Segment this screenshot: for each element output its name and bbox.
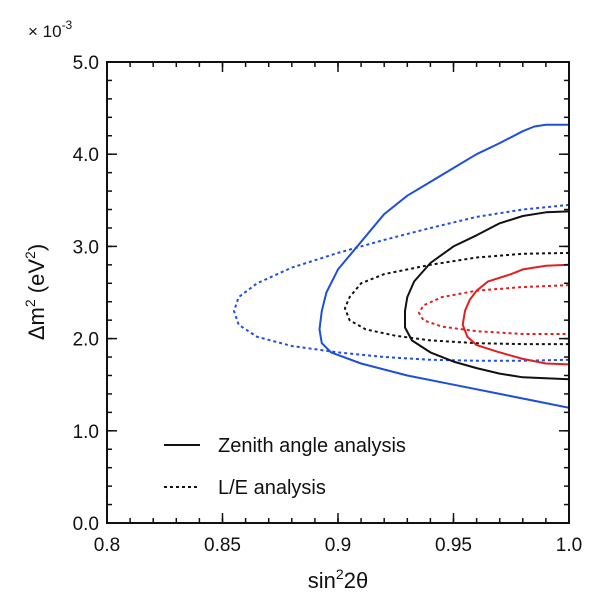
- y-tick-label: 4.0: [73, 145, 99, 166]
- contour-5: [417, 284, 569, 335]
- legend: Zenith angle analysis L/E analysis: [164, 435, 406, 499]
- contour-0: [318, 123, 569, 409]
- x-tick-label: 0.9: [325, 535, 351, 556]
- y-tick-label: 5.0: [73, 53, 99, 74]
- y-multiplier: × 10-3: [28, 18, 73, 41]
- x-tick-label: 0.85: [204, 535, 241, 556]
- y-tick-label: 3.0: [73, 237, 99, 258]
- y-tick-label: 0.0: [73, 514, 99, 535]
- contour-2: [404, 210, 569, 381]
- y-tick-label: 2.0: [73, 330, 99, 351]
- tick-layer: 0.8 0.85 0.9 0.95 1.0 0.0 1.0 2.0 3.0 4.0 5.0: [73, 53, 583, 556]
- x-tick-label: 0.8: [94, 535, 120, 556]
- contour-3: [343, 251, 569, 346]
- contour-4: [461, 263, 569, 366]
- series-layer: [233, 123, 569, 409]
- x-tick-label: 1.0: [556, 535, 582, 556]
- x-tick-label: 0.95: [435, 535, 472, 556]
- contour-1: [233, 203, 569, 362]
- x-axis-title: sin22θ: [308, 566, 368, 593]
- y-tick-label: 1.0: [73, 422, 99, 443]
- y-axis-title: Δm2 (eV2): [22, 244, 49, 340]
- legend-label-le: L/E analysis: [218, 477, 326, 499]
- legend-label-zenith: Zenith angle analysis: [218, 435, 406, 457]
